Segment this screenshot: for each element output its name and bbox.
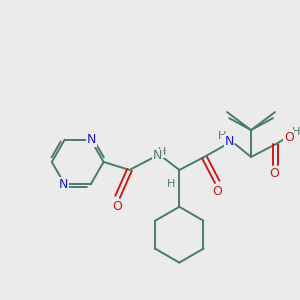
Text: H: H (167, 179, 176, 189)
Text: O: O (284, 130, 294, 143)
Text: O: O (212, 185, 222, 198)
Text: O: O (269, 167, 279, 180)
Text: N: N (59, 178, 68, 191)
Text: H: H (158, 147, 166, 157)
Text: H: H (218, 131, 226, 141)
Text: N: N (224, 134, 234, 148)
Text: H: H (292, 127, 300, 137)
Text: N: N (153, 149, 162, 163)
Text: O: O (112, 200, 122, 213)
Text: N: N (87, 133, 96, 146)
